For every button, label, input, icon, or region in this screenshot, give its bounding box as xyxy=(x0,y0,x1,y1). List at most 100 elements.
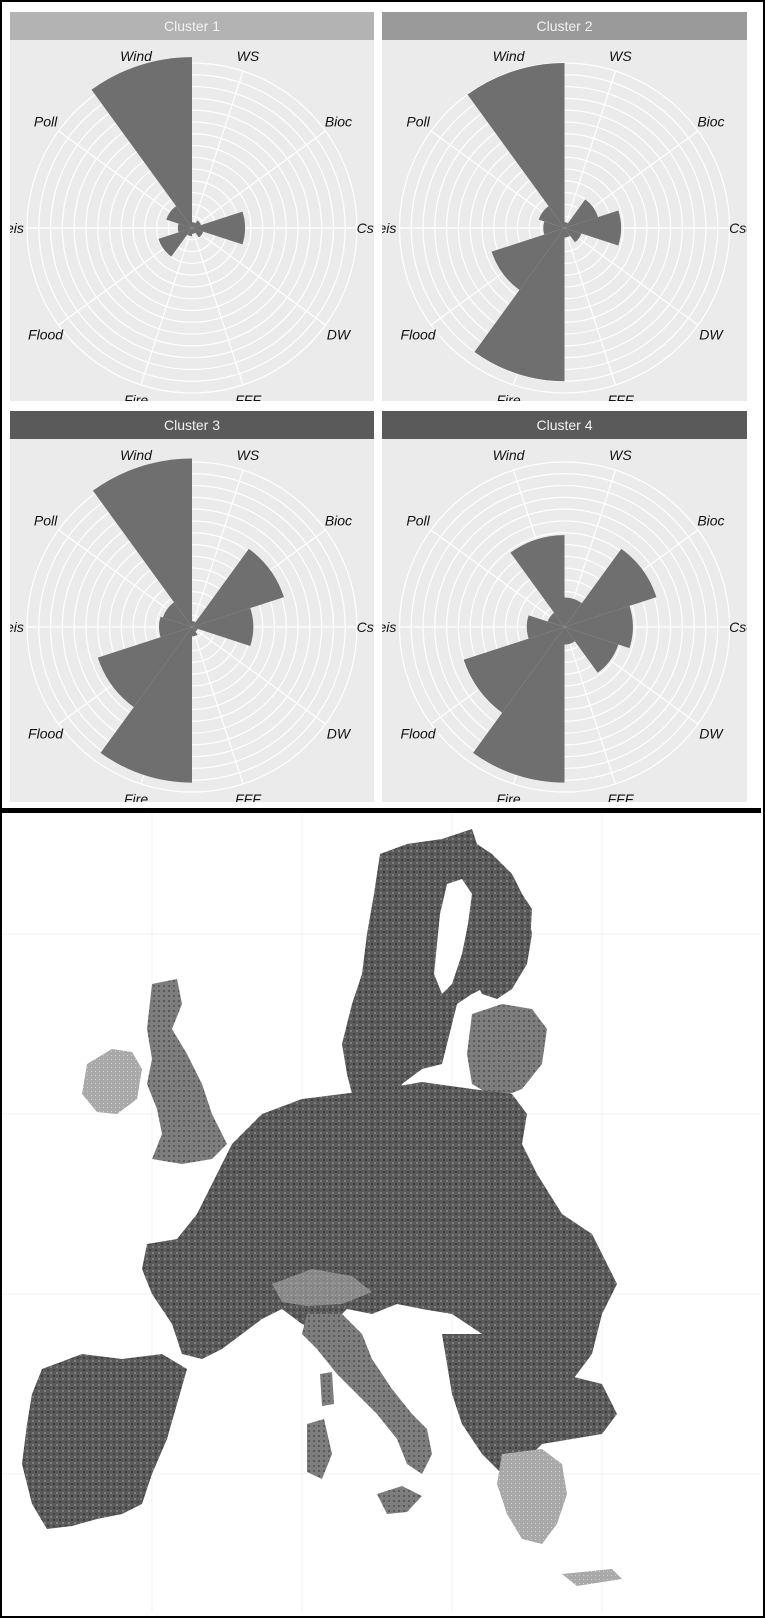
wedge-fff xyxy=(564,627,575,645)
wedge-cseq xyxy=(564,210,622,246)
grid-spoke xyxy=(563,227,617,386)
wedge-dw xyxy=(192,627,198,632)
cluster-4-title-strip: Cluster 4 xyxy=(382,411,747,439)
axis-label-cseq: Cseq xyxy=(729,220,747,236)
wedge-bioc xyxy=(192,220,201,228)
axis-label-poll: Poll xyxy=(406,513,430,529)
axis-label-leis: Leis xyxy=(382,619,396,635)
wedge-cseq xyxy=(192,211,246,245)
greece-region xyxy=(497,1449,567,1544)
cluster-2-polar-chart: WS Bioc Cseq DW FFF Fire Flood Leis Poll Wind xyxy=(382,48,747,401)
axis-label-ws: WS xyxy=(609,447,632,463)
mainland-europe-region xyxy=(142,1082,617,1394)
axis-label-flood: Flood xyxy=(28,725,64,741)
cluster-4-panel: Cluster 4 WS Bioc Cseq DW FFF Fire Flood Leis Po… xyxy=(382,411,747,802)
axis-label-dw: DW xyxy=(327,725,352,741)
axis-label-cseq: Cseq xyxy=(357,220,374,236)
axis-label-flood: Flood xyxy=(401,725,437,741)
grid-spoke xyxy=(191,626,244,785)
wedge-wind xyxy=(91,57,192,228)
axis-label-ws: WS xyxy=(609,48,632,64)
wedge-poll xyxy=(547,612,565,627)
axis-label-fff: FFF xyxy=(608,392,635,401)
grid-spoke xyxy=(58,130,193,229)
axis-label-leis: Leis xyxy=(10,619,24,635)
wedge-ws xyxy=(192,222,196,228)
axis-label-dw: DW xyxy=(327,326,352,342)
wedge-bioc xyxy=(564,199,599,228)
wedge-cseq xyxy=(564,605,633,649)
axis-label-flood: Flood xyxy=(28,326,64,342)
cluster-4-polar-chart: WS Bioc Cseq DW FFF Fire Flood Leis Poll Wind xyxy=(382,447,747,802)
cluster-1-polar-chart: WS Bioc Cseq DW FFF Fire Flood Leis Poll Wind xyxy=(10,48,374,401)
axis-label-leis: Leis xyxy=(382,220,396,236)
alps-region xyxy=(272,1269,372,1306)
wedge-fire xyxy=(100,627,192,783)
cluster-map xyxy=(2,814,761,1612)
grid-spoke xyxy=(140,227,193,386)
wedge-ws xyxy=(564,222,568,228)
wedge-dw xyxy=(564,627,619,673)
wedge-fire xyxy=(473,627,565,783)
wedge-poll xyxy=(538,206,565,228)
grid-spoke xyxy=(563,70,617,229)
baltic-region xyxy=(467,1004,547,1099)
axis-label-bioc: Bioc xyxy=(325,513,352,529)
wedge-flood xyxy=(97,627,192,708)
cluster-3-panel: Cluster 3 WS Bioc Cseq DW FFF Fire Flood Leis Po… xyxy=(10,411,374,802)
wedge-poll xyxy=(162,602,192,627)
axis-label-fff: FFF xyxy=(235,392,262,401)
grid-spoke xyxy=(191,626,326,725)
axis-label-ws: WS xyxy=(237,48,260,64)
grid-spoke xyxy=(191,469,244,628)
axis-label-cseq: Cseq xyxy=(357,619,374,635)
axis-label-bioc: Bioc xyxy=(697,513,724,529)
finland-region xyxy=(470,874,532,999)
axis-label-fire: Fire xyxy=(124,791,148,802)
grid-spoke xyxy=(191,70,244,229)
wedge-ws xyxy=(564,597,582,627)
axis-label-cseq: Cseq xyxy=(729,619,747,635)
cluster-3-title-strip: Cluster 3 xyxy=(10,411,374,439)
wedge-ws xyxy=(192,621,196,627)
wedge-bioc xyxy=(192,548,284,627)
sardinia-region xyxy=(307,1419,332,1479)
gulf-of-bothnia xyxy=(434,879,472,994)
panel-divider xyxy=(0,808,761,813)
wedge-fire xyxy=(474,228,565,382)
axis-label-dw: DW xyxy=(699,326,724,342)
wedge-flood xyxy=(463,627,565,713)
wedge-wind xyxy=(467,63,565,228)
wedge-flood xyxy=(158,228,192,257)
grid-spoke xyxy=(430,130,565,229)
wedge-dw xyxy=(192,228,204,238)
wedge-leis xyxy=(543,221,565,235)
grid-spoke xyxy=(430,529,565,628)
cluster-1-panel: Cluster 1 WS Bioc Cseq DW FFF Fire Flood Leis Po… xyxy=(10,12,374,401)
ireland-region xyxy=(82,1049,142,1114)
wedge-poll xyxy=(166,206,192,228)
balkans-region xyxy=(442,1334,617,1474)
wedge-bioc xyxy=(564,548,657,627)
grid-spoke xyxy=(191,130,326,229)
wedge-fire xyxy=(187,228,192,237)
wedge-fff xyxy=(192,228,196,234)
grid-spoke xyxy=(191,227,244,386)
crete-region xyxy=(562,1569,622,1586)
axis-label-poll: Poll xyxy=(34,513,58,529)
europe-map xyxy=(2,814,761,1612)
wedge-dw xyxy=(564,228,582,243)
axis-label-wind: Wind xyxy=(120,447,153,463)
axis-label-wind: Wind xyxy=(120,48,153,64)
wedge-leis xyxy=(177,223,192,233)
axis-label-poll: Poll xyxy=(34,114,58,130)
iberia-region xyxy=(22,1354,187,1529)
cluster-1-title-strip: Cluster 1 xyxy=(10,12,374,40)
axis-label-wind: Wind xyxy=(493,48,526,64)
wedge-leis xyxy=(158,616,192,638)
axis-label-fff: FFF xyxy=(608,791,635,802)
cluster-2-panel: Cluster 2 WS Bioc Cseq DW FFF Fire Flood Leis Po… xyxy=(382,12,747,401)
sicily-region xyxy=(377,1486,422,1514)
wedge-wind xyxy=(92,458,192,627)
axis-label-bioc: Bioc xyxy=(697,114,724,130)
